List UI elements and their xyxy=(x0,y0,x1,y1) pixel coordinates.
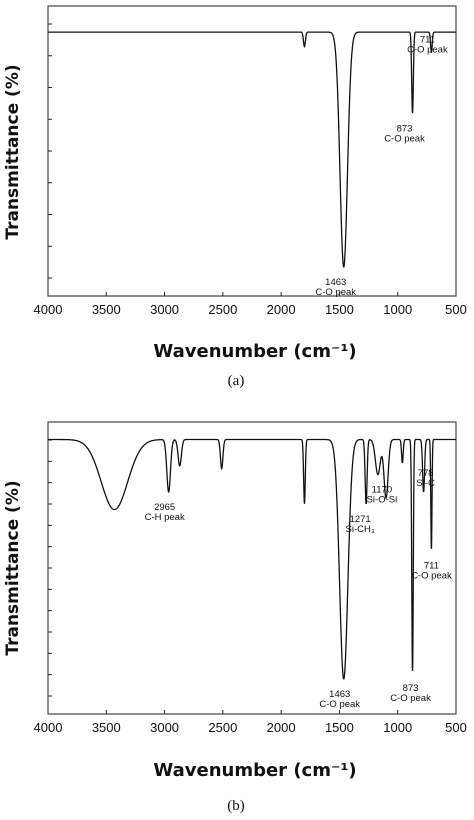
panel-b: 4000 3500 3000 2500 2000 1500 1000 500 2965C-H … xyxy=(3,421,467,814)
x-tick-label: 2000 xyxy=(267,302,296,317)
peak-assignment-label: Si-C xyxy=(416,478,435,489)
peak-assignment-label: Si-O-Si xyxy=(367,495,398,506)
peak-wavenumber-label: 1170 xyxy=(372,485,392,496)
peak-assignment-label: C-O peak xyxy=(407,44,448,55)
panel-a: 4000 3500 3000 2500 2000 1500 1000 500 1463C-O … xyxy=(3,5,467,389)
x-tick-label: 1000 xyxy=(383,720,412,735)
peak-wavenumber-label: 778 xyxy=(418,468,434,479)
x-tick-label: 2500 xyxy=(208,720,237,735)
x-axis-label-a: Wavenumber (cm⁻¹) xyxy=(153,341,356,362)
x-tick-label: 4000 xyxy=(34,720,63,735)
x-tick-label: 1500 xyxy=(325,720,354,735)
peak-assignment-label: C-O peak xyxy=(319,699,360,710)
x-tick-label: 3000 xyxy=(150,720,179,735)
x-tick-label: 500 xyxy=(445,720,467,735)
peak-assignment-label: C-O peak xyxy=(411,570,452,581)
caption-a: (a) xyxy=(228,373,245,389)
x-tick-label: 1000 xyxy=(383,302,412,317)
peak-wavenumber-label: 1271 xyxy=(350,514,371,525)
x-tick-label: 2000 xyxy=(267,720,296,735)
y-axis-label-a: Transmittance (%) xyxy=(3,64,23,239)
x-tick-label: 3000 xyxy=(150,302,179,317)
peak-wavenumber-label: 711 xyxy=(424,560,439,571)
peak-assignment-label: C-O peak xyxy=(384,133,425,144)
peak-assignment-label: C-O peak xyxy=(390,693,431,704)
y-ticks-b xyxy=(48,439,52,697)
x-tick-label: 3500 xyxy=(92,302,121,317)
y-axis-label-b: Transmittance (%) xyxy=(3,480,23,655)
peak-wavenumber-label: 711 xyxy=(420,34,435,45)
plot-frame-b xyxy=(47,421,457,715)
plot-frame-a xyxy=(47,5,457,297)
x-tick-label: 1500 xyxy=(325,302,354,317)
x-tick-label: 3500 xyxy=(92,720,121,735)
peak-assignment-label: C-O peak xyxy=(315,287,356,298)
caption-b: (b) xyxy=(227,798,245,814)
x-ticks-a: 4000 3500 3000 2500 2000 1500 1000 500 xyxy=(34,292,467,317)
spectrum-line-a xyxy=(48,31,456,268)
peak-assignment-label: C-H peak xyxy=(145,512,185,523)
x-tick-label: 2500 xyxy=(208,302,237,317)
x-ticks-b: 4000 3500 3000 2500 2000 1500 1000 500 xyxy=(34,710,467,735)
peak-wavenumber-label: 873 xyxy=(403,683,419,694)
spectrum-line-b xyxy=(48,438,456,680)
x-tick-label: 500 xyxy=(445,302,467,317)
x-tick-label: 4000 xyxy=(34,302,63,317)
peak-wavenumber-label: 2965 xyxy=(154,502,175,513)
x-axis-label-b: Wavenumber (cm⁻¹) xyxy=(153,760,356,781)
peak-wavenumber-label: 1463 xyxy=(325,277,346,288)
y-ticks-a xyxy=(48,23,52,279)
peak-wavenumber-label: 873 xyxy=(397,123,413,134)
peak-wavenumber-label: 1463 xyxy=(329,689,350,700)
peak-assignment-label: Si-CH₃ xyxy=(346,524,375,535)
